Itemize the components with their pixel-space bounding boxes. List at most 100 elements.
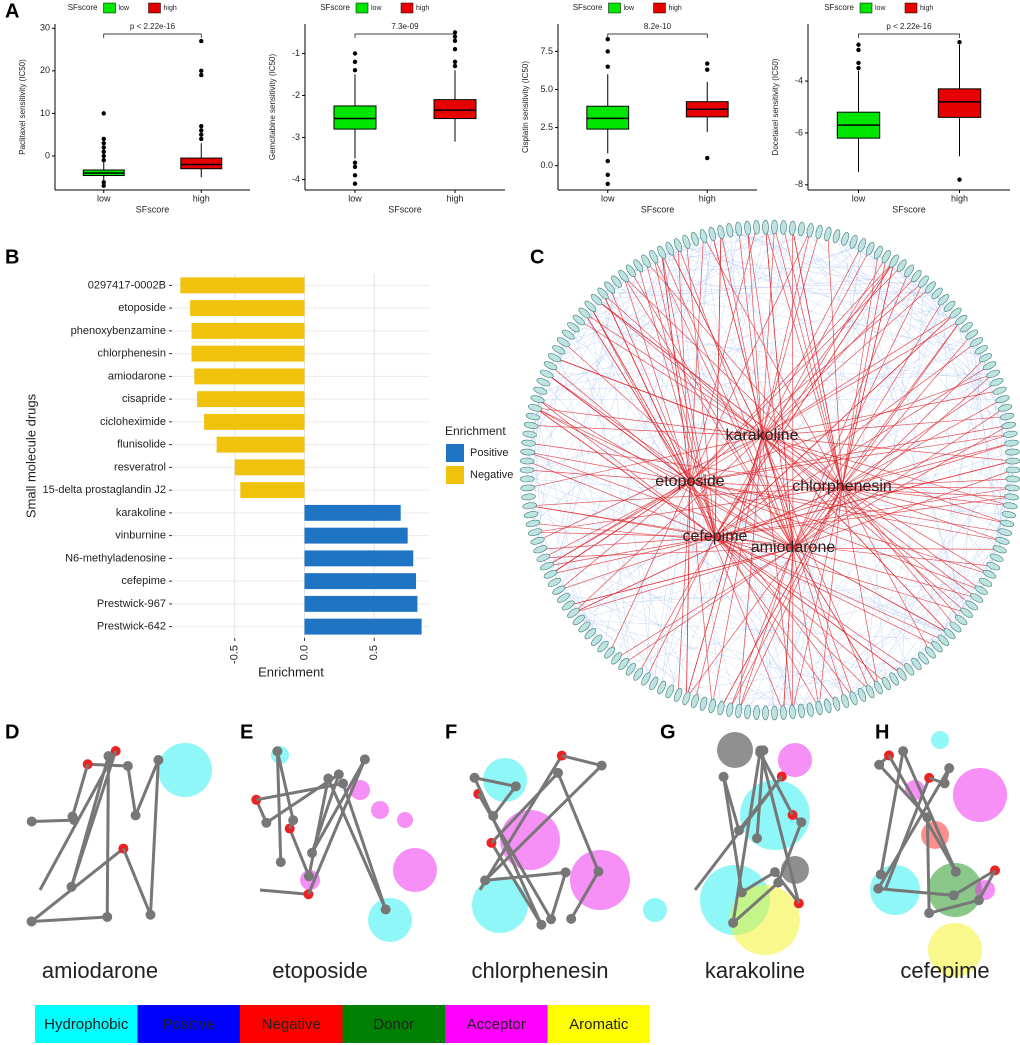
edge [528, 442, 843, 488]
outlier [101, 111, 106, 116]
edge [596, 299, 977, 599]
gene-node [604, 646, 616, 659]
y-tick-label: Prestwick-642 [97, 621, 166, 633]
edge [529, 505, 871, 692]
edge [689, 260, 895, 483]
gene-node [999, 519, 1015, 528]
edge [537, 435, 763, 542]
edge [686, 241, 716, 538]
bracket [103, 33, 202, 38]
edge [529, 505, 811, 710]
hub-label: amiodarone [751, 539, 836, 556]
gene-node [673, 688, 683, 702]
bar [304, 573, 417, 590]
bond [474, 776, 517, 788]
legend-title: SFscore [573, 3, 603, 12]
edge [792, 547, 820, 709]
gene-node [978, 353, 993, 363]
gene-node [1004, 439, 1019, 447]
edge [630, 270, 794, 549]
edge [526, 382, 544, 462]
gene-node [965, 329, 979, 340]
edge [714, 442, 1012, 538]
edge [527, 287, 931, 480]
edge [853, 496, 1012, 699]
edge [535, 486, 843, 533]
edge [638, 265, 986, 358]
annotation: p < 2.22e-16 [886, 22, 932, 31]
bond [561, 754, 603, 768]
edge [714, 496, 1012, 538]
box [333, 105, 377, 130]
edge [578, 619, 871, 692]
legend-swatch [355, 2, 369, 14]
x-axis-label: SFscore [388, 204, 422, 214]
outlier [352, 68, 358, 73]
hub-label: karakoline [726, 427, 799, 444]
edge [729, 230, 972, 335]
edge [869, 416, 1008, 692]
hub-label: etoposide [655, 473, 724, 490]
gene-node [530, 536, 545, 545]
outlier [605, 37, 610, 42]
legend-label: high [164, 5, 177, 12]
bond [259, 888, 309, 896]
gene-node [657, 245, 667, 260]
pharmacophore-sphere [570, 850, 630, 910]
bond [952, 869, 996, 897]
edge [546, 373, 691, 483]
edge [528, 265, 639, 444]
edge [689, 227, 757, 483]
edge [841, 319, 962, 488]
edge [783, 227, 843, 488]
edge [546, 435, 763, 567]
gene-node [1005, 475, 1020, 483]
gene-node [904, 662, 915, 676]
gene-node [625, 662, 636, 676]
gene-node [584, 628, 597, 640]
edge [689, 281, 924, 483]
bond [569, 870, 600, 920]
y-tick-label: resveratrol [114, 461, 166, 473]
outlier [101, 140, 106, 146]
edge [841, 486, 931, 653]
gene-node [1003, 430, 1018, 438]
legend-swatch [653, 2, 666, 14]
outlier [452, 38, 458, 44]
edge [729, 230, 994, 567]
bond [148, 759, 160, 915]
outlier [856, 47, 861, 53]
gene-node [597, 640, 609, 653]
legend-label: low [371, 5, 382, 12]
edge [677, 244, 962, 321]
edge [563, 341, 794, 549]
edge [590, 306, 691, 483]
edge [901, 281, 924, 675]
gene-node [691, 694, 699, 709]
outlier [101, 149, 106, 154]
edge [630, 265, 902, 272]
atom [275, 857, 286, 868]
edge [527, 451, 895, 680]
y-tick-label: amiodarone [108, 370, 166, 382]
edge [792, 547, 977, 599]
panel-label: H [875, 721, 889, 743]
y-tick-label: -8 [795, 179, 803, 189]
edge [616, 547, 794, 659]
edge [761, 287, 931, 437]
edge [738, 549, 1000, 712]
bar [234, 459, 305, 476]
legend-swatch [904, 2, 918, 14]
box [937, 88, 982, 118]
bar [190, 300, 305, 317]
edge [638, 306, 950, 675]
molecule-name: karakoline [705, 958, 805, 983]
gene-node [649, 250, 659, 264]
y-tick-label: cicloheximide [100, 416, 166, 428]
edge [783, 245, 863, 713]
edge [861, 244, 931, 288]
legend-swatch [547, 1005, 650, 1043]
bond [341, 782, 388, 910]
legend-title: SFscore [824, 3, 854, 12]
edge [738, 228, 763, 437]
